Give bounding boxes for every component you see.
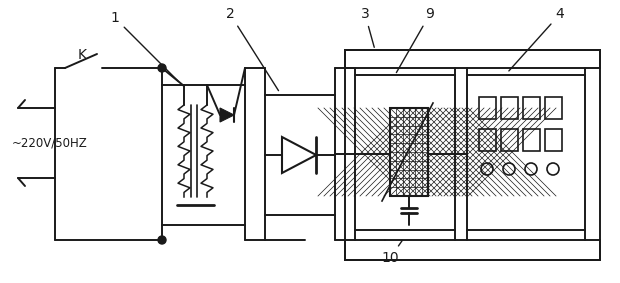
Bar [355,75,455,230]
Text: 3: 3 [361,7,374,47]
Bar [501,97,518,119]
Text: ~220V/50HZ: ~220V/50HZ [12,136,88,149]
Text: K: K [78,48,87,62]
Text: 10: 10 [381,240,402,265]
Bar [545,97,562,119]
Text: 4: 4 [509,7,564,71]
Bar [545,129,562,151]
Text: 9: 9 [396,7,435,73]
Bar [162,85,245,225]
Polygon shape [220,108,234,122]
Bar [467,75,585,230]
Text: 1: 1 [110,11,178,81]
Bar [479,97,496,119]
Bar [345,50,600,260]
Bar [479,129,496,151]
Bar [390,108,428,196]
Bar [523,97,540,119]
Bar [523,129,540,151]
Circle shape [158,236,166,244]
Bar [265,95,335,215]
Circle shape [158,64,166,72]
Text: 2: 2 [226,7,278,91]
Bar [501,129,518,151]
